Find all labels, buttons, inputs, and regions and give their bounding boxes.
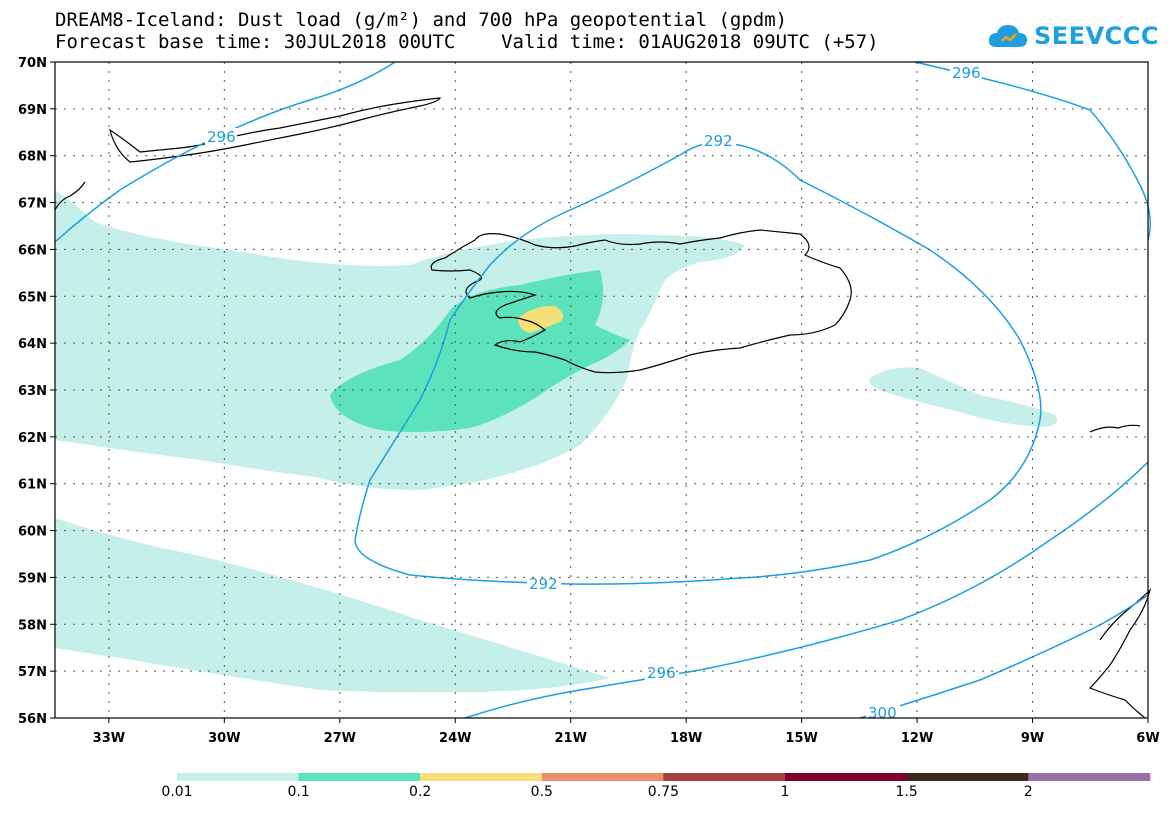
- dust-band-high: [518, 305, 564, 333]
- contour-label: 296: [952, 64, 981, 82]
- colorbar: [177, 773, 1151, 781]
- graticule: [55, 62, 1148, 718]
- logo-text: SEEVCCC: [1034, 22, 1159, 50]
- latitude-label: 59N: [18, 571, 47, 586]
- contour-label: 292: [529, 575, 558, 593]
- longitude-label: 33W: [93, 731, 125, 746]
- iceland-coastline: [430, 229, 852, 374]
- longitude-label: 12W: [901, 731, 933, 746]
- colorbar-swatch: [298, 773, 421, 781]
- latitude-axis: 70N 69N 68N 67N 66N 65N 64N 63N 62N 61N 60N 59N 58N 5…: [18, 56, 55, 727]
- colorbar-swatch: [541, 773, 664, 781]
- longitude-label: 9W: [1021, 731, 1044, 746]
- cloud-icon: [988, 25, 1027, 47]
- colorbar-swatch: [785, 773, 908, 781]
- latitude-label: 63N: [18, 384, 47, 399]
- colorbar-label: 1: [780, 784, 790, 800]
- dust-load-shading: [55, 190, 1058, 693]
- contour-label: 296: [647, 664, 676, 682]
- colorbar-label: 0.5: [530, 784, 553, 800]
- latitude-label: 57N: [18, 665, 47, 680]
- map-title: DREAM8-Iceland: Dust load (g/m²) and 700…: [55, 9, 788, 31]
- colorbar-label: 0.75: [647, 784, 679, 800]
- contour-296-north: [54, 61, 396, 243]
- latitude-label: 66N: [18, 243, 47, 258]
- longitude-axis: 33W 30W 27W 24W 21W 18W 15W 12W 9W 6W: [93, 718, 1160, 746]
- contour-296-south: [464, 461, 1149, 719]
- colorbar-label: 0.1: [287, 784, 310, 800]
- latitude-label: 60N: [18, 525, 47, 540]
- latitude-label: 70N: [18, 56, 47, 71]
- colorbar-swatch: [177, 773, 300, 781]
- colorbar-label: 0.01: [161, 784, 193, 800]
- map-subtitle: Forecast base time: 30JUL2018 00UTC Vali…: [55, 31, 879, 53]
- latitude-label: 64N: [18, 337, 47, 352]
- colorbar-label: 0.2: [409, 784, 432, 800]
- norway-coastline: [1088, 588, 1152, 719]
- greenland-coastline: [109, 97, 442, 163]
- colorbar-swatch: [663, 773, 786, 781]
- colorbar-label: 2: [1023, 784, 1033, 800]
- latitude-label: 69N: [18, 103, 47, 118]
- dust-band-low-east: [869, 367, 1058, 427]
- longitude-label: 21W: [554, 731, 586, 746]
- colorbar-swatch: [1028, 773, 1151, 781]
- coastlines: [54, 97, 1152, 719]
- latitude-label: 62N: [18, 431, 47, 446]
- contour-label: 296: [207, 128, 236, 146]
- greenland-coastline-west: [54, 181, 86, 211]
- longitude-label: 18W: [670, 731, 702, 746]
- dust-band-low-south: [55, 518, 610, 693]
- latitude-label: 61N: [18, 478, 47, 493]
- longitude-label: 15W: [785, 731, 817, 746]
- latitude-label: 67N: [18, 197, 47, 212]
- colorbar-label: 1.5: [895, 784, 918, 800]
- contour-296-northeast: [914, 61, 1151, 241]
- longitude-label: 6W: [1136, 731, 1159, 746]
- longitude-label: 30W: [208, 731, 240, 746]
- colorbar-swatch: [420, 773, 543, 781]
- seevccc-logo: SEEVCCC: [988, 16, 1159, 56]
- faroe-coastline: [1089, 424, 1141, 433]
- latitude-label: 58N: [18, 618, 47, 633]
- longitude-label: 24W: [439, 731, 471, 746]
- contour-300: [859, 594, 1149, 719]
- contour-292: [354, 142, 1042, 585]
- contour-labels: 296 296 292 292 296 300: [205, 64, 982, 722]
- longitude-label: 27W: [324, 731, 356, 746]
- latitude-label: 65N: [18, 290, 47, 305]
- dust-band-low-north: [55, 190, 745, 490]
- contour-label: 300: [868, 704, 897, 722]
- contour-label: 292: [704, 132, 733, 150]
- latitude-label: 68N: [18, 150, 47, 165]
- colorbar-swatch: [906, 773, 1029, 781]
- latitude-label: 56N: [18, 712, 47, 727]
